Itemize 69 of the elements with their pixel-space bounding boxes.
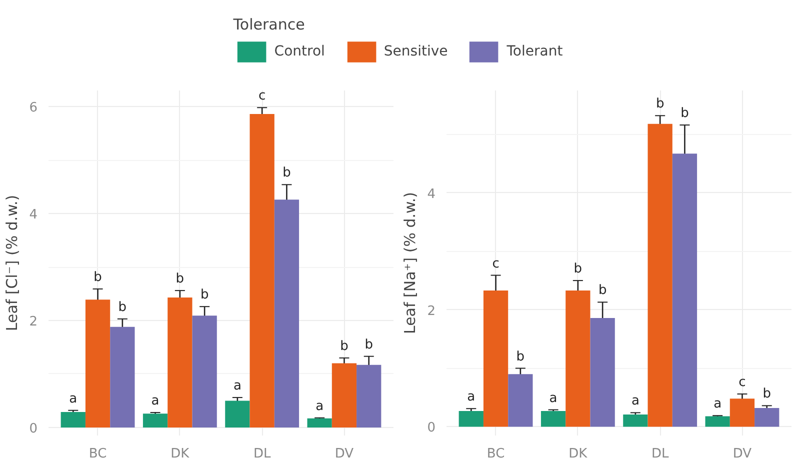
- x-tick-label: DV: [732, 446, 752, 462]
- bar: [590, 318, 615, 427]
- bar: [483, 290, 508, 427]
- bar: [754, 408, 780, 427]
- data-label: b: [176, 272, 184, 287]
- data-label: b: [282, 166, 291, 181]
- bar: [566, 290, 590, 427]
- bar: [540, 410, 566, 427]
- data-label: b: [762, 386, 771, 402]
- x-tick-label: DK: [568, 446, 588, 462]
- legend-title: Tolerance: [233, 16, 306, 34]
- bar: [110, 326, 135, 428]
- data-label: a: [467, 390, 476, 405]
- data-label: b: [200, 288, 209, 303]
- bar: [192, 316, 217, 428]
- x-tick-label: DK: [170, 446, 190, 462]
- data-label: b: [574, 262, 582, 277]
- data-label: b: [364, 337, 373, 352]
- data-label: c: [258, 88, 266, 104]
- y-axis-title: Leaf [Na⁺] (% d.w.): [401, 192, 420, 334]
- y-tick-label: 4: [29, 208, 38, 223]
- bar: [85, 300, 110, 428]
- data-label: b: [680, 106, 689, 121]
- y-tick-label: 4: [427, 186, 436, 202]
- data-label: a: [714, 396, 722, 412]
- bar: [225, 400, 250, 428]
- bar: [623, 414, 648, 427]
- x-tick-label: DL: [253, 446, 272, 462]
- data-label: b: [656, 96, 664, 112]
- x-tick-label: BC: [486, 446, 505, 462]
- bar: [168, 298, 192, 428]
- x-tick-label: BC: [88, 446, 107, 462]
- bar: [142, 414, 168, 428]
- bar: [274, 200, 300, 428]
- bar: [356, 364, 382, 428]
- bar: [458, 410, 484, 427]
- bar: [250, 114, 274, 428]
- data-label: a: [233, 378, 242, 394]
- bar: [705, 416, 730, 427]
- y-tick-label: 2: [427, 304, 436, 319]
- data-label: a: [69, 391, 78, 406]
- y-tick-label: 2: [29, 314, 38, 330]
- data-label: a: [316, 398, 324, 414]
- data-label: b: [598, 283, 607, 298]
- legend-label: Control: [274, 44, 325, 60]
- data-label: c: [738, 374, 746, 390]
- data-label: b: [516, 349, 525, 364]
- bar: [307, 418, 332, 428]
- legend-label: Tolerant: [506, 44, 563, 60]
- x-tick-label: DV: [334, 446, 354, 462]
- bar: [648, 124, 672, 427]
- data-label: b: [94, 270, 102, 285]
- bar: [508, 374, 533, 427]
- x-tick-label: DL: [651, 446, 670, 462]
- bar: [730, 398, 755, 427]
- data-label: b: [118, 300, 127, 315]
- bar: [332, 363, 357, 428]
- y-tick-label: 0: [427, 420, 436, 436]
- data-label: c: [492, 256, 500, 272]
- bar: [672, 154, 698, 427]
- y-tick-label: 0: [29, 421, 38, 436]
- y-tick-label: 6: [29, 100, 38, 116]
- data-label: a: [631, 394, 640, 409]
- y-axis-title: Leaf [Cl⁻] (% d.w.): [3, 194, 22, 332]
- data-label: a: [549, 390, 558, 406]
- legend-label: Sensitive: [384, 44, 448, 60]
- bar: [60, 412, 86, 428]
- data-label: b: [340, 338, 348, 354]
- data-label: a: [151, 394, 160, 408]
